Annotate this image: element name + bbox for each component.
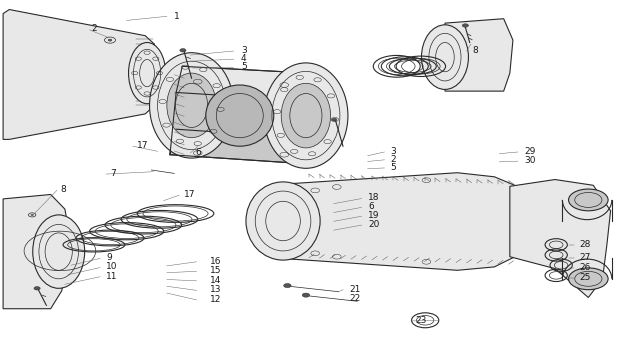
Ellipse shape (206, 85, 274, 146)
Ellipse shape (150, 53, 234, 158)
Circle shape (569, 268, 608, 290)
Text: 1: 1 (174, 12, 180, 21)
Text: 4: 4 (241, 54, 247, 63)
Polygon shape (176, 66, 309, 100)
Ellipse shape (246, 182, 320, 260)
Text: 28: 28 (580, 240, 591, 249)
Polygon shape (445, 19, 513, 91)
Text: 26: 26 (580, 263, 591, 272)
Polygon shape (170, 129, 303, 163)
Ellipse shape (264, 63, 348, 168)
Text: 7: 7 (110, 169, 116, 178)
Text: 18: 18 (368, 193, 380, 202)
Ellipse shape (167, 73, 216, 138)
Circle shape (302, 293, 310, 297)
Text: 11: 11 (106, 272, 118, 280)
Circle shape (180, 49, 186, 52)
Circle shape (108, 39, 112, 41)
Text: 8: 8 (61, 185, 66, 194)
Text: 22: 22 (349, 294, 360, 303)
Polygon shape (281, 173, 525, 270)
Polygon shape (510, 180, 611, 298)
Ellipse shape (281, 83, 331, 148)
Circle shape (569, 189, 608, 211)
Text: 6: 6 (368, 202, 374, 211)
Text: 12: 12 (210, 295, 221, 304)
Text: 14: 14 (210, 276, 221, 285)
Text: 6: 6 (195, 148, 201, 157)
Text: 20: 20 (368, 220, 379, 229)
Text: 19: 19 (368, 211, 380, 220)
Text: 10: 10 (106, 262, 118, 271)
Circle shape (284, 284, 291, 288)
Circle shape (462, 24, 468, 27)
Text: 29: 29 (524, 147, 535, 156)
Text: 5: 5 (241, 62, 247, 71)
Circle shape (34, 287, 40, 290)
Text: 17: 17 (137, 141, 149, 150)
Text: 15: 15 (210, 266, 222, 275)
Circle shape (31, 214, 33, 216)
Text: 30: 30 (524, 156, 536, 165)
Text: 2: 2 (391, 155, 396, 164)
Text: 27: 27 (580, 253, 591, 262)
Text: 17: 17 (184, 190, 196, 199)
Text: 13: 13 (210, 285, 222, 294)
Text: 3: 3 (241, 46, 247, 55)
Polygon shape (3, 10, 154, 139)
Text: 9: 9 (106, 253, 112, 262)
Polygon shape (170, 66, 182, 155)
Text: 8: 8 (473, 46, 478, 55)
Text: 3: 3 (391, 147, 396, 156)
Text: 25: 25 (580, 273, 591, 282)
Text: 23: 23 (415, 316, 426, 325)
Ellipse shape (129, 42, 166, 104)
Ellipse shape (421, 25, 468, 89)
Text: 5: 5 (391, 163, 396, 172)
Circle shape (332, 118, 337, 121)
Text: 21: 21 (349, 285, 360, 293)
Polygon shape (3, 194, 71, 309)
Text: 2: 2 (91, 24, 97, 33)
Text: 16: 16 (210, 257, 222, 266)
Ellipse shape (33, 215, 85, 288)
Polygon shape (297, 73, 309, 163)
